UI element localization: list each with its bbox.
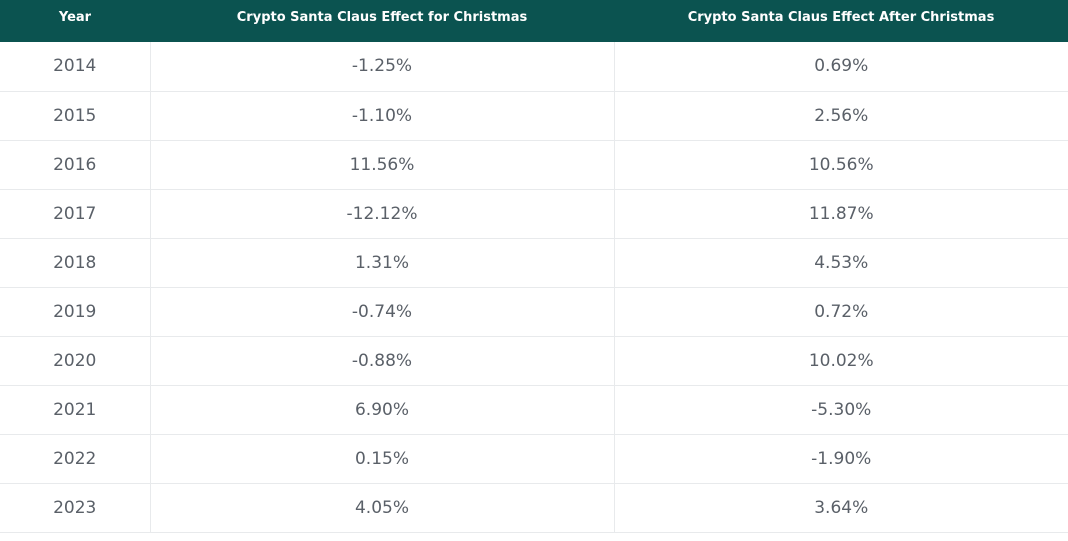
table-cell: -1.25% (149, 42, 614, 92)
table-cell: 4.05% (149, 483, 614, 533)
table-cell: 6.90% (149, 385, 614, 435)
table-cell: -5.30% (613, 385, 1068, 435)
table-cell: 2018 (0, 238, 150, 288)
table-cell: -0.88% (149, 336, 614, 386)
table-cell: -1.10% (149, 91, 614, 141)
table-cell: 3.64% (613, 483, 1068, 533)
table-cell: 0.69% (613, 42, 1068, 92)
table-cell: 11.87% (613, 189, 1068, 239)
table-row: 2014 -1.25% 0.69% (0, 42, 1068, 92)
table-cell: 2016 (0, 140, 150, 190)
table-row: 2016 11.56% 10.56% (0, 140, 1068, 190)
column-header: Crypto Santa Claus Effect for Christmas (150, 0, 614, 42)
table-row: 2020 -0.88% 10.02% (0, 336, 1068, 386)
table-row: 2017 -12.12% 11.87% (0, 189, 1068, 239)
table-cell: 0.72% (613, 287, 1068, 337)
table-cell: 2014 (0, 42, 150, 92)
table-cell: 11.56% (149, 140, 614, 190)
table-row: 2015 -1.10% 2.56% (0, 91, 1068, 141)
table-cell: 2019 (0, 287, 150, 337)
table-row: 2023 4.05% 3.64% (0, 483, 1068, 533)
table-cell: 2.56% (613, 91, 1068, 141)
table-cell: 10.02% (613, 336, 1068, 386)
table-cell: 1.31% (149, 238, 614, 288)
table-cell: 0.15% (149, 434, 614, 484)
table-cell: 2022 (0, 434, 150, 484)
table-row: 2018 1.31% 4.53% (0, 238, 1068, 288)
header-row: Year Crypto Santa Claus Effect for Christ… (0, 0, 1068, 42)
table-cell: 2017 (0, 189, 150, 239)
table-cell: -0.74% (149, 287, 614, 337)
column-header: Year (0, 0, 150, 42)
table-cell: -1.90% (613, 434, 1068, 484)
table-cell: 10.56% (613, 140, 1068, 190)
table-cell: 2015 (0, 91, 150, 141)
table-cell: 2021 (0, 385, 150, 435)
column-header: Crypto Santa Claus Effect After Christma… (614, 0, 1068, 42)
table-row: 2022 0.15% -1.90% (0, 434, 1068, 484)
table-row: 2021 6.90% -5.30% (0, 385, 1068, 435)
table-cell: 2023 (0, 483, 150, 533)
table-cell: 2020 (0, 336, 150, 386)
table-row: 2019 -0.74% 0.72% (0, 287, 1068, 337)
table-cell: -12.12% (149, 189, 614, 239)
table-cell: 4.53% (613, 238, 1068, 288)
table-body: 2014 -1.25% 0.69% 2015 -1.10% 2.56% 2016 11.56%… (0, 42, 1068, 533)
